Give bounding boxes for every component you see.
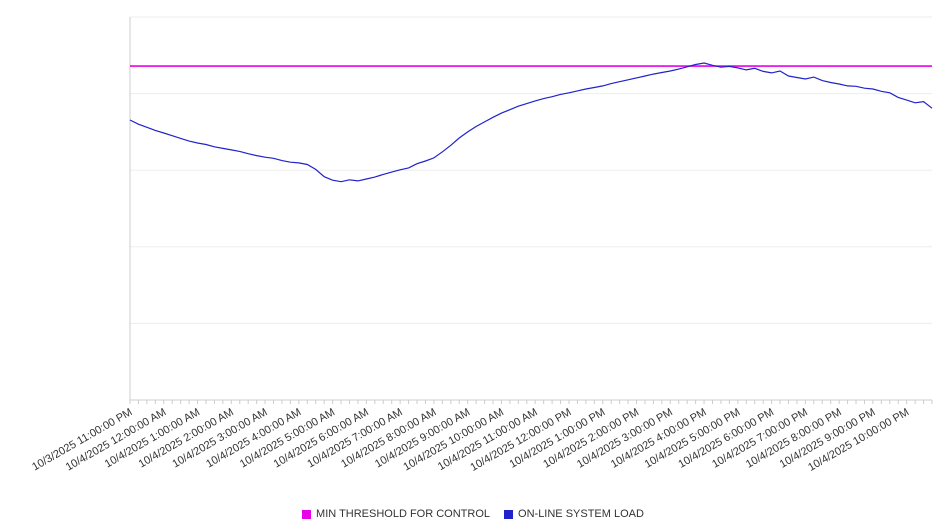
legend-swatch-icon: [504, 509, 514, 519]
legend-label: ON-LINE SYSTEM LOAD: [518, 508, 644, 520]
system-load-line: [129, 62, 933, 183]
legend-item-on-line-system-load[interactable]: ON-LINE SYSTEM LOAD: [504, 508, 644, 520]
chart-area: 10/3/2025 11:00:00 PM 10/4/2025 12:00:00 …: [30, 16, 933, 474]
legend-swatch-icon: [302, 509, 312, 519]
legend: MIN THRESHOLD FOR CONTROL ON-LINE SYSTEM …: [0, 508, 946, 520]
legend-item-min-threshold-for-control[interactable]: MIN THRESHOLD FOR CONTROL: [302, 508, 490, 520]
legend-label: MIN THRESHOLD FOR CONTROL: [316, 508, 491, 520]
